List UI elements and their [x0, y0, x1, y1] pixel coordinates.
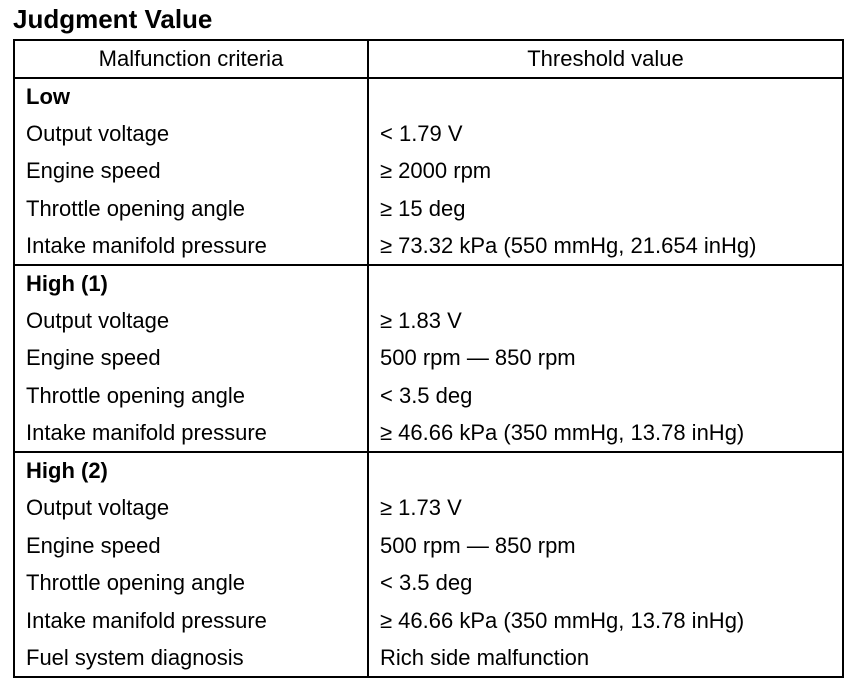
criterion-cell: Engine speed: [13, 526, 369, 565]
threshold-cell: ≥ 73.32 kPa (550 mmHg, 21.654 inHg): [367, 227, 844, 265]
page-title: Judgment Value: [13, 4, 213, 34]
empty-cell: [367, 264, 844, 303]
table-row: Intake manifold pressure ≥ 46.66 kPa (35…: [13, 601, 844, 640]
group-label: High (1): [13, 264, 369, 303]
criterion-cell: Intake manifold pressure: [13, 601, 369, 640]
column-header-malfunction-criteria: Malfunction criteria: [13, 39, 369, 79]
threshold-cell: < 3.5 deg: [367, 377, 844, 415]
criterion-cell: Throttle opening angle: [13, 190, 369, 228]
table-row: Engine speed ≥ 2000 rpm: [13, 152, 844, 191]
empty-cell: [367, 451, 844, 490]
judgment-value-table: Malfunction criteria Threshold value Low…: [13, 39, 844, 678]
table-row: Fuel system diagnosis Rich side malfunct…: [13, 639, 844, 677]
table-row: Output voltage ≥ 1.83 V: [13, 302, 844, 340]
table-header-row: Malfunction criteria Threshold value: [13, 39, 844, 79]
threshold-cell: ≥ 1.73 V: [367, 489, 844, 527]
criterion-cell: Intake manifold pressure: [13, 414, 369, 452]
threshold-cell: 500 rpm — 850 rpm: [367, 526, 844, 565]
group-label: Low: [13, 78, 369, 116]
group-header-row: High (2): [13, 451, 844, 490]
threshold-cell: ≥ 2000 rpm: [367, 152, 844, 191]
group-header-row: High (1): [13, 264, 844, 303]
table-group-high-1: High (1) Output voltage ≥ 1.83 V Engine …: [13, 264, 844, 452]
criterion-cell: Output voltage: [13, 115, 369, 153]
threshold-cell: ≥ 15 deg: [367, 190, 844, 228]
table-row: Throttle opening angle ≥ 15 deg: [13, 190, 844, 228]
table-group-low: Low Output voltage < 1.79 V Engine speed…: [13, 78, 844, 265]
criterion-cell: Output voltage: [13, 302, 369, 340]
threshold-cell: 500 rpm — 850 rpm: [367, 339, 844, 378]
empty-cell: [367, 78, 844, 116]
column-header-threshold-value: Threshold value: [367, 39, 844, 79]
criterion-cell: Fuel system diagnosis: [13, 639, 369, 677]
criterion-cell: Output voltage: [13, 489, 369, 527]
threshold-cell: < 1.79 V: [367, 115, 844, 153]
criterion-cell: Engine speed: [13, 339, 369, 378]
criterion-cell: Throttle opening angle: [13, 564, 369, 602]
threshold-cell: ≥ 46.66 kPa (350 mmHg, 13.78 inHg): [367, 414, 844, 452]
criterion-cell: Throttle opening angle: [13, 377, 369, 415]
table-row: Engine speed 500 rpm — 850 rpm: [13, 526, 844, 565]
table-group-high-2: High (2) Output voltage ≥ 1.73 V Engine …: [13, 451, 844, 677]
table-row: Engine speed 500 rpm — 850 rpm: [13, 339, 844, 378]
threshold-cell: ≥ 1.83 V: [367, 302, 844, 340]
table-row: Output voltage < 1.79 V: [13, 115, 844, 153]
threshold-cell: Rich side malfunction: [367, 639, 844, 677]
group-header-row: Low: [13, 78, 844, 116]
table-row: Intake manifold pressure ≥ 73.32 kPa (55…: [13, 227, 844, 265]
criterion-cell: Intake manifold pressure: [13, 227, 369, 265]
threshold-cell: < 3.5 deg: [367, 564, 844, 602]
table-row: Throttle opening angle < 3.5 deg: [13, 564, 844, 602]
table-row: Throttle opening angle < 3.5 deg: [13, 377, 844, 415]
criterion-cell: Engine speed: [13, 152, 369, 191]
group-label: High (2): [13, 451, 369, 490]
table-row: Intake manifold pressure ≥ 46.66 kPa (35…: [13, 414, 844, 452]
threshold-cell: ≥ 46.66 kPa (350 mmHg, 13.78 inHg): [367, 601, 844, 640]
table-row: Output voltage ≥ 1.73 V: [13, 489, 844, 527]
